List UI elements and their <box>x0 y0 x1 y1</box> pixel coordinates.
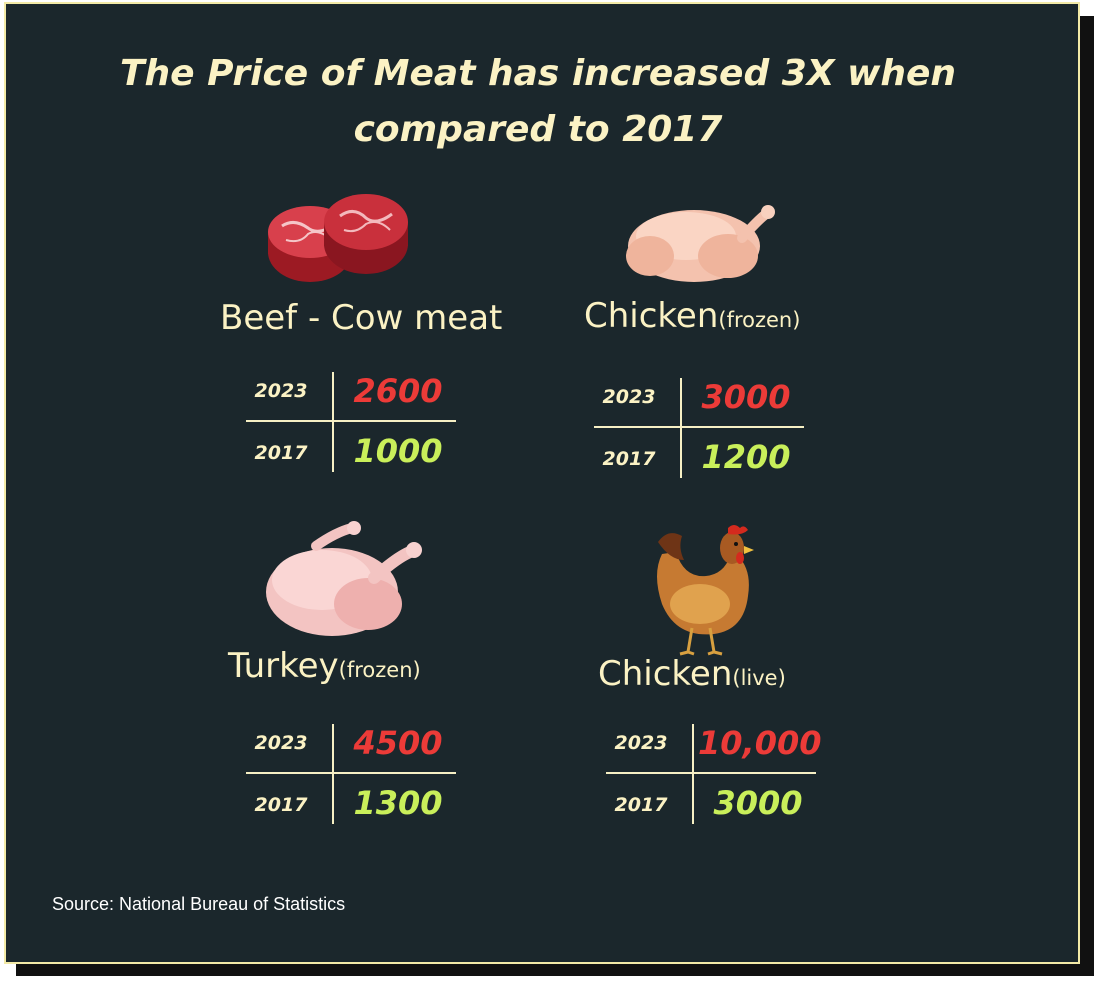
source-note: Source: National Bureau of Statistics <box>52 894 346 914</box>
year-base-label: 2017 <box>254 442 308 464</box>
price-recent: 4500 <box>353 724 443 762</box>
year-recent-label: 2023 <box>602 386 656 408</box>
price-table-turkey-frozen: 2023 2017 4500 1300 <box>246 724 456 824</box>
price-base: 1000 <box>353 432 443 470</box>
item-name-beef: Beef - Cow meat <box>220 298 503 338</box>
item-name-chicken-live: Chicken(live) <box>598 654 786 694</box>
live-hen-icon <box>657 525 754 656</box>
price-recent: 3000 <box>701 378 791 416</box>
year-recent-label: 2023 <box>254 732 308 754</box>
price-base: 1300 <box>353 784 443 822</box>
price-table-chicken-frozen: 2023 2017 3000 1200 <box>594 378 804 478</box>
page-title: The Price of Meat has increased 3X when … <box>119 53 957 150</box>
price-base: 1200 <box>701 438 791 476</box>
year-base-label: 2017 <box>602 448 656 470</box>
price-table-chicken-live: 2023 2017 10,000 3000 <box>606 724 822 824</box>
price-recent: 10,000 <box>698 724 822 762</box>
price-base: 3000 <box>713 784 803 822</box>
frozen-chicken-icon <box>626 205 775 282</box>
price-table-beef: 2023 2017 2600 1000 <box>246 372 456 472</box>
frozen-turkey-icon <box>266 521 422 636</box>
item-name-chicken-frozen: Chicken(frozen) <box>584 296 801 336</box>
price-recent: 2600 <box>353 372 443 410</box>
beef-steak-icon <box>268 194 408 282</box>
year-base-label: 2017 <box>614 794 668 816</box>
infographic-panel <box>4 2 1080 964</box>
item-name-turkey-frozen: Turkey(frozen) <box>228 646 421 686</box>
year-recent-label: 2023 <box>614 732 668 754</box>
year-recent-label: 2023 <box>254 380 308 402</box>
year-base-label: 2017 <box>254 794 308 816</box>
